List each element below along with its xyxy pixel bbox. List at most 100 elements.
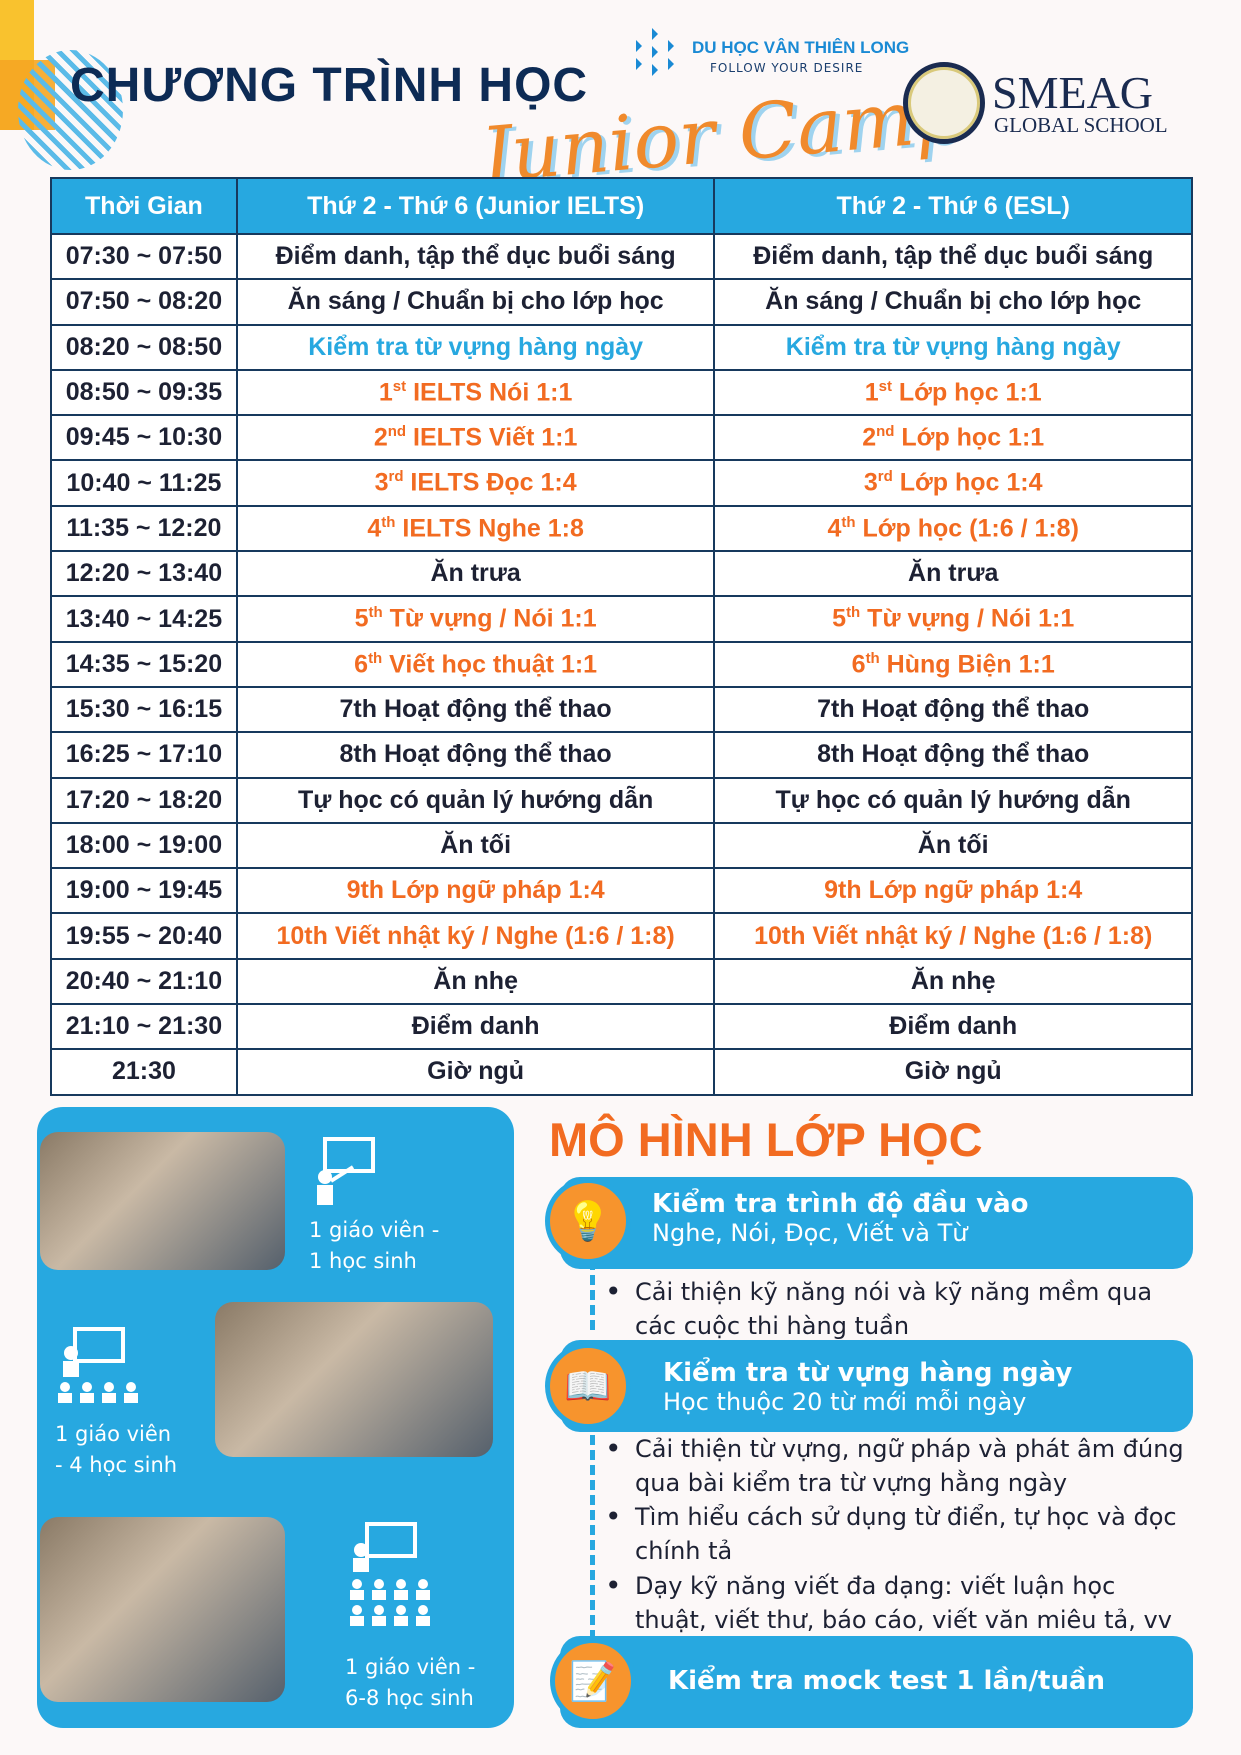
- cell-time: 15:30 ~ 16:15: [50, 685, 238, 734]
- cell-esl: 8th Hoạt động thể thao: [713, 731, 1193, 779]
- class-type-caption: 1 giáo viên - 4 học sinh: [55, 1422, 178, 1477]
- cell-esl: 10th Viết nhật ký / Nghe (1:6 / 1:8): [713, 912, 1193, 960]
- cell-time: 19:00 ~ 19:45: [50, 867, 238, 915]
- cell-time: 08:50 ~ 09:35: [50, 368, 238, 417]
- photo-1-1-class: [40, 1132, 285, 1270]
- table-row: 10:40 ~ 11:25 3rd IELTS Đọc 1:4 3rd Lớp họ…: [50, 459, 1193, 507]
- table-row: 17:20 ~ 18:20 Tự học có quản lý hướng dẫn…: [50, 776, 1193, 824]
- cell-time: 11:35 ~ 12:20: [50, 504, 238, 553]
- class-size-panel: 1 giáo viên -1 học sinh 1 giáo viên - 4 h…: [37, 1107, 514, 1728]
- cell-time: 13:40 ~ 14:25: [50, 595, 238, 643]
- cell-esl: Tự học có quản lý hướng dẫn: [713, 776, 1193, 824]
- cell-time: 10:40 ~ 11:25: [50, 459, 238, 507]
- section-daily-vocab: Kiểm tra từ vựng hàng ngày Học thuộc 20 …: [560, 1340, 1193, 1432]
- cell-ielts: 5th Từ vựng / Nói 1:1: [235, 595, 716, 643]
- teacher-board-icon: [317, 1137, 375, 1205]
- cell-esl: Điểm danh, tập thể dục buổi sáng: [713, 232, 1193, 281]
- cell-esl: 2nd Lớp học 1:1: [713, 414, 1193, 462]
- cell-text: Lớp học 1:1: [894, 423, 1045, 452]
- ordinal-suffix: rd: [877, 468, 893, 486]
- ordinal-suffix: th: [846, 604, 861, 622]
- cell-time: 19:55 ~ 20:40: [50, 912, 238, 960]
- cell-ielts: Ăn nhẹ: [235, 957, 716, 1006]
- cell-ielts: 6th Viết học thuật 1:1: [235, 640, 716, 688]
- open-book-icon: 📖: [545, 1343, 631, 1429]
- ordinal-suffix: th: [841, 513, 856, 531]
- cell-esl: Ăn trưa: [713, 550, 1193, 598]
- table-row: 07:30 ~ 07:50 Điểm danh, tập thể dục buổi…: [50, 232, 1193, 281]
- school-name: SMEAG: [992, 67, 1154, 118]
- timeline-dash: [590, 1420, 595, 1640]
- table-row: 09:45 ~ 10:30 2nd IELTS Viết 1:1 2nd Lớp h…: [50, 414, 1193, 462]
- ordinal-suffix: nd: [387, 423, 407, 441]
- cell-esl: 7th Hoạt động thể thao: [713, 685, 1193, 734]
- cell-time: 18:00 ~ 19:00: [50, 821, 238, 870]
- cell-ielts: 8th Hoạt động thể thao: [235, 731, 716, 779]
- cell-esl: Kiểm tra từ vựng hàng ngày: [713, 323, 1193, 371]
- cell-time: 08:20 ~ 08:50: [50, 323, 238, 371]
- table-row: 14:35 ~ 15:20 6th Viết học thuật 1:1 6th H…: [50, 640, 1193, 688]
- class-type-caption: 1 giáo viên -1 học sinh: [309, 1218, 440, 1273]
- bullet: Dạy kỹ năng viết đa dạng: viết luận học …: [605, 1569, 1185, 1637]
- cell-text: IELTS Nói 1:1: [406, 378, 573, 407]
- table-row: 16:25 ~ 17:10 8th Hoạt động thể thao 8th H…: [50, 731, 1193, 779]
- cell-esl: 6th Hùng Biện 1:1: [713, 640, 1193, 688]
- cell-ielts: Tự học có quản lý hướng dẫn: [235, 776, 716, 824]
- cell-esl: 5th Từ vựng / Nói 1:1: [713, 595, 1193, 643]
- cell-text: Lớp học (1:6 / 1:8): [855, 514, 1079, 543]
- table-row: 08:50 ~ 09:35 1st IELTS Nói 1:1 1st Lớp họ…: [50, 368, 1193, 417]
- cell-text: Lớp học 1:1: [891, 378, 1042, 407]
- cell-ielts: 9th Lớp ngữ pháp 1:4: [235, 867, 716, 915]
- cell-esl: Điểm danh: [713, 1003, 1193, 1051]
- table-row: 21:30 Giờ ngủ Giờ ngủ: [50, 1048, 1193, 1096]
- cell-ielts: 10th Viết nhật ký / Nghe (1:6 / 1:8): [235, 912, 716, 960]
- section-sub: Nghe, Nói, Đọc, Viết và Từ: [652, 1219, 968, 1247]
- cell-text: IELTS Nghe 1:8: [395, 514, 584, 543]
- header-ielts: Thứ 2 - Thứ 6 (Junior IELTS): [235, 177, 716, 235]
- ordinal-suffix: th: [368, 604, 383, 622]
- cell-ielts: Kiểm tra từ vựng hàng ngày: [235, 323, 716, 371]
- table-row: 12:20 ~ 13:40 Ăn trưa Ăn trưa: [50, 550, 1193, 598]
- table-row: 07:50 ~ 08:20 Ăn sáng / Chuẩn bị cho lớp …: [50, 278, 1193, 326]
- teacher-4-students-icon: [58, 1327, 138, 1403]
- cell-ielts: Ăn trưa: [235, 550, 716, 598]
- cell-esl: 9th Lớp ngữ pháp 1:4: [713, 867, 1193, 915]
- cell-text: IELTS Đọc 1:4: [403, 468, 577, 497]
- cell-time: 21:10 ~ 21:30: [50, 1003, 238, 1051]
- bullet: Cải thiện kỹ năng nói và kỹ năng mềm qua…: [605, 1275, 1185, 1343]
- cell-ielts: Ăn sáng / Chuẩn bị cho lớp học: [235, 278, 716, 326]
- teacher-8-students-icon: [350, 1522, 430, 1626]
- cell-ielts: 3rd IELTS Đọc 1:4: [235, 459, 716, 507]
- table-row: 13:40 ~ 14:25 5th Từ vựng / Nói 1:1 5th Từ…: [50, 595, 1193, 643]
- cell-time: 14:35 ~ 15:20: [50, 640, 238, 688]
- section-sub: Học thuộc 20 từ mới mỗi ngày: [663, 1388, 1027, 1416]
- ordinal-suffix: st: [392, 377, 407, 395]
- cell-ielts: Điểm danh, tập thể dục buổi sáng: [235, 232, 716, 281]
- page-title: CHƯƠNG TRÌNH HỌC: [70, 59, 589, 112]
- cell-esl: 3rd Lớp học 1:4: [713, 459, 1193, 507]
- cell-text: Lớp học 1:4: [892, 468, 1043, 497]
- section-heading: Kiểm tra từ vựng hàng ngày: [663, 1358, 1073, 1388]
- cell-esl: 1st Lớp học 1:1: [713, 368, 1193, 417]
- bullet: Tìm hiểu cách sử dụng từ điển, tự học và…: [605, 1500, 1185, 1568]
- cell-text: Từ vựng / Nói 1:1: [382, 604, 597, 633]
- cell-ielts: Điểm danh: [235, 1003, 716, 1051]
- cell-time: 21:30: [50, 1048, 238, 1096]
- table-row: 18:00 ~ 19:00 Ăn tối Ăn tối: [50, 821, 1193, 870]
- cell-time: 07:50 ~ 08:20: [50, 278, 238, 326]
- table-row: 15:30 ~ 16:15 7th Hoạt động thể thao 7th H…: [50, 685, 1193, 734]
- partner-name: DU HỌC VÂN THIÊN LONG: [692, 38, 910, 57]
- photo-1-4-class: [215, 1302, 493, 1457]
- cell-esl: Ăn tối: [713, 821, 1193, 870]
- lightbulb-book-icon: 💡: [545, 1178, 631, 1264]
- table-row: 11:35 ~ 12:20 4th IELTS Nghe 1:8 4th Lớp h…: [50, 504, 1193, 553]
- cell-text: Viết học thuật 1:1: [382, 649, 598, 678]
- smeag-horse-logo-icon: [903, 62, 985, 144]
- cell-time: 20:40 ~ 21:10: [50, 957, 238, 1006]
- ordinal-suffix: rd: [388, 468, 404, 486]
- partner-logo-icon: [636, 28, 674, 76]
- cell-esl: Ăn sáng / Chuẩn bị cho lớp học: [713, 278, 1193, 326]
- class-type-caption: 1 giáo viên -6-8 học sinh: [345, 1655, 476, 1710]
- table-row: 20:40 ~ 21:10 Ăn nhẹ Ăn nhẹ: [50, 957, 1193, 1006]
- model-title: MÔ HÌNH LỚP HỌC: [549, 1113, 983, 1166]
